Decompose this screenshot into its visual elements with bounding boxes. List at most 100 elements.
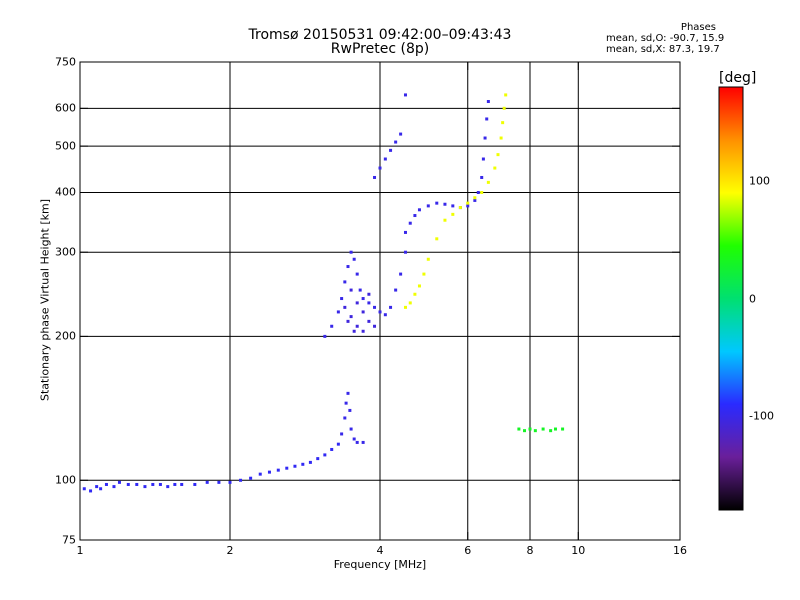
gridlines (80, 62, 680, 540)
x-tick-label: 1 (76, 544, 84, 557)
data-point (383, 313, 387, 317)
data-point (343, 305, 347, 309)
data-point (346, 391, 350, 395)
data-point (352, 437, 356, 441)
data-point (352, 329, 356, 333)
data-point (293, 464, 297, 468)
data-point (399, 132, 403, 136)
data-point (336, 442, 340, 446)
data-point (361, 329, 365, 333)
colorbar-tick-label: -100 (749, 409, 774, 423)
data-point (361, 440, 365, 444)
data-point (408, 221, 412, 225)
data-point (435, 237, 439, 241)
data-point (344, 401, 348, 405)
data-point (258, 472, 262, 476)
data-point (483, 136, 487, 140)
data-point (340, 432, 344, 436)
data-point (408, 301, 412, 305)
data-point (343, 416, 347, 420)
data-point (323, 334, 327, 338)
data-point (166, 485, 170, 489)
data-point (378, 166, 382, 170)
data-point (533, 429, 537, 433)
axis-ticks (79, 61, 681, 541)
data-point (417, 284, 421, 288)
data-point (561, 427, 565, 431)
data-point (481, 157, 485, 161)
data-point (193, 482, 197, 486)
data-point (217, 480, 221, 484)
data-point (451, 212, 455, 216)
data-point (349, 315, 353, 319)
data-point (501, 121, 505, 125)
data-point (443, 218, 447, 222)
x-tick-label: 10 (571, 544, 586, 557)
y-tick-label: 500 (55, 139, 76, 153)
data-point (389, 148, 393, 152)
data-point (499, 136, 503, 140)
data-point (361, 297, 365, 301)
data-points (82, 93, 565, 493)
data-point (340, 297, 344, 301)
x-tick-label: 6 (464, 544, 472, 557)
x-tick-label: 8 (526, 544, 534, 557)
data-point (476, 190, 480, 194)
data-point (323, 453, 327, 457)
data-point (403, 93, 407, 97)
data-point (355, 440, 359, 444)
y-tick-label: 75 (62, 533, 76, 547)
y-tick-label: 100 (55, 473, 76, 487)
data-point (180, 482, 184, 486)
data-point (367, 292, 371, 296)
data-point (143, 485, 147, 489)
data-point (336, 310, 340, 314)
colorbar-unit-label: [deg] (719, 70, 757, 86)
x-tick-label: 4 (376, 544, 384, 557)
data-point (417, 208, 421, 212)
data-point (486, 180, 490, 184)
data-point (346, 319, 350, 323)
data-point (352, 257, 356, 261)
stats-x-mode: mean, sd,X: 87.3, 19.7 (606, 44, 720, 55)
data-point (308, 460, 312, 464)
data-point (403, 305, 407, 309)
data-point (373, 324, 377, 328)
data-point (523, 429, 527, 433)
data-point (361, 310, 365, 314)
data-point (112, 485, 116, 489)
x-tick-label: 2 (226, 544, 234, 557)
data-point (466, 204, 470, 208)
data-point (378, 310, 382, 314)
data-point (343, 280, 347, 284)
data-point (383, 157, 387, 161)
data-point (496, 153, 500, 157)
data-point (451, 204, 455, 208)
data-point (355, 301, 359, 305)
stats-heading: Phases (680, 22, 716, 33)
data-point (355, 324, 359, 328)
data-point (502, 106, 506, 110)
data-point (480, 175, 484, 179)
data-point (403, 250, 407, 254)
data-point (330, 324, 334, 328)
data-point (435, 201, 439, 205)
stats-o-mode: mean, sd,O: -90.7, 15.9 (606, 33, 725, 44)
data-point (301, 462, 305, 466)
data-point (173, 482, 177, 486)
data-point (367, 319, 371, 323)
y-tick-label: 200 (55, 329, 76, 343)
data-point (413, 292, 417, 296)
data-point (126, 482, 130, 486)
plot-area (79, 61, 681, 541)
x-tick-label: 16 (673, 544, 687, 557)
data-point (373, 305, 377, 309)
data-point (517, 427, 521, 431)
y-tick-label: 300 (55, 245, 76, 259)
data-point (330, 447, 334, 451)
data-point (485, 117, 489, 121)
data-point (553, 427, 557, 431)
data-point (443, 202, 447, 206)
data-point (349, 250, 353, 254)
data-point (99, 487, 103, 491)
